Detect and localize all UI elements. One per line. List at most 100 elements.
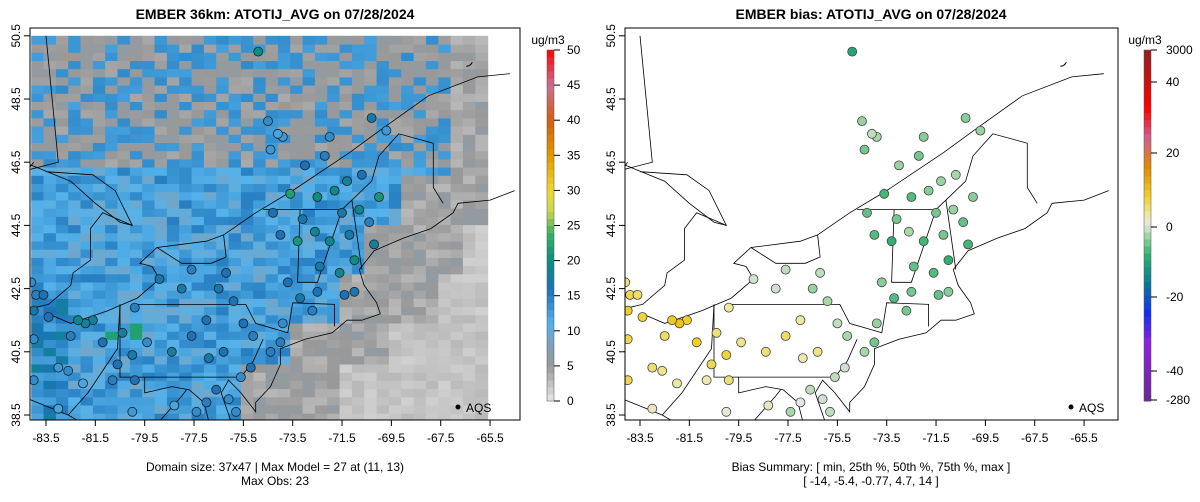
x-tick-label: -79.5 — [725, 431, 753, 445]
grid-cell — [388, 224, 402, 234]
grid-cell — [55, 134, 69, 143]
grid-cell — [68, 44, 82, 53]
grid-cell — [302, 388, 316, 398]
grid-cell — [166, 101, 180, 111]
grid-cell — [105, 404, 119, 414]
grid-cell — [179, 109, 193, 119]
grid-cell — [475, 396, 489, 406]
grid-cell — [129, 388, 143, 398]
grid-cell — [364, 44, 378, 53]
grid-cell — [265, 372, 279, 381]
grid-cell — [129, 183, 143, 193]
grid-cell — [462, 167, 476, 176]
station-point — [337, 207, 347, 218]
grid-cell — [388, 249, 402, 258]
grid-cell — [413, 347, 427, 357]
grid-cell — [388, 404, 402, 414]
grid-cell — [55, 44, 69, 53]
grid-cell — [80, 68, 94, 78]
grid-cell — [388, 117, 402, 127]
grid-cell — [475, 331, 489, 340]
station-point — [958, 217, 969, 228]
grid-cell — [425, 85, 439, 94]
grid-cell — [253, 101, 267, 111]
grid-cell — [154, 101, 168, 111]
grid-cell — [425, 126, 439, 135]
grid-cell — [31, 35, 45, 45]
grid-cell — [376, 199, 390, 209]
grid-cell — [92, 134, 106, 143]
y-tick-label: 38.5 — [604, 403, 618, 427]
grid-cell — [240, 380, 254, 390]
grid-cell — [364, 60, 378, 70]
grid-cell — [290, 216, 304, 226]
grid-cell — [314, 404, 328, 414]
grid-cell — [216, 44, 230, 53]
grid-cell — [68, 265, 82, 275]
grid-cell — [55, 306, 69, 316]
grid-cell — [240, 134, 254, 143]
grid-cell — [92, 265, 106, 275]
colorbar-swatch — [1144, 218, 1151, 226]
colorbar-label: 20 — [567, 254, 581, 268]
colorbar-label: 45 — [567, 78, 581, 92]
colorbar-swatch — [547, 113, 554, 121]
grid-cell — [154, 85, 168, 94]
grid-cell — [450, 93, 464, 102]
grid-cell — [376, 93, 390, 102]
grid-cell — [228, 191, 242, 201]
grid-cell — [253, 347, 267, 357]
colorbar-swatch — [547, 337, 554, 346]
grid-cell — [228, 85, 242, 94]
grid-cell — [166, 117, 180, 127]
grid-cell — [277, 44, 291, 53]
grid-cell — [290, 265, 304, 275]
grid-cell — [376, 175, 390, 184]
grid-cell — [55, 232, 69, 242]
grid-cell — [351, 134, 365, 143]
station-point — [894, 160, 904, 171]
grid-cell — [68, 306, 82, 316]
grid-cell — [376, 249, 390, 258]
grid-cell — [277, 93, 291, 102]
grid-cell — [388, 331, 402, 340]
grid-cell — [166, 158, 180, 168]
grid-cell — [216, 240, 230, 250]
colorbar-swatch — [1144, 387, 1151, 395]
grid-cell — [438, 191, 452, 201]
station-point — [936, 176, 946, 187]
grid-cell — [166, 52, 180, 61]
station-point — [53, 362, 64, 373]
grid-cell — [228, 199, 242, 209]
grid-cell — [129, 347, 143, 357]
station-point — [908, 261, 919, 272]
grid-cell — [450, 158, 464, 168]
colorbar-swatch — [547, 372, 554, 381]
grid-cell — [277, 35, 291, 45]
grid-cell — [462, 208, 476, 217]
grid-cell — [216, 142, 230, 152]
grid-cell — [290, 355, 304, 365]
station-point — [263, 116, 273, 126]
grid-cell — [203, 347, 217, 357]
grid-cell — [105, 117, 119, 127]
grid-cell — [339, 216, 353, 226]
grid-cell — [327, 44, 341, 53]
grid-cell — [302, 314, 316, 324]
grid-cell — [450, 363, 464, 373]
station-point — [847, 46, 858, 57]
grid-cell — [142, 363, 156, 373]
grid-cell — [413, 314, 427, 324]
grid-cell — [475, 339, 489, 349]
grid-cell — [43, 257, 57, 267]
grid-cell — [438, 126, 452, 135]
grid-cell — [401, 249, 415, 258]
grid-cell — [240, 355, 254, 365]
grid-cell — [92, 331, 106, 340]
grid-cell — [55, 347, 69, 357]
grid-cell — [376, 109, 390, 119]
grid-cell — [401, 35, 415, 45]
grid-cell — [228, 44, 242, 53]
grid-cell — [43, 191, 57, 201]
grid-cell — [413, 413, 427, 420]
